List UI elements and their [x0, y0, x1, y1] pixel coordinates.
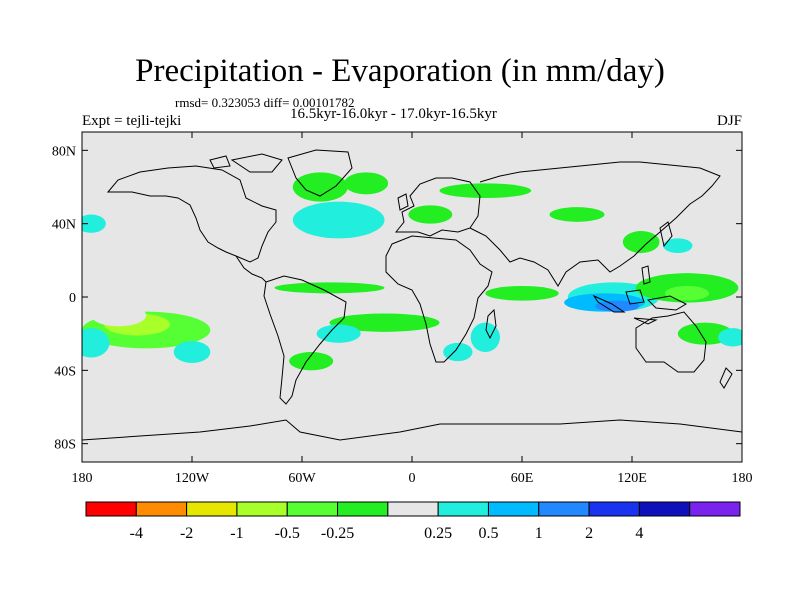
- anomaly-region: [718, 328, 742, 347]
- coastline-madagascar: [485, 308, 497, 340]
- coastline-north-america: [106, 165, 277, 263]
- anomaly-region: [274, 282, 385, 294]
- coastline-greenland: [287, 149, 353, 197]
- coastline-africa: [385, 235, 493, 363]
- colorbar-box: [538, 501, 590, 517]
- colorbar-label: -4: [130, 525, 143, 542]
- colorbar-box: [588, 501, 640, 517]
- colorbar-label: 0.25: [424, 525, 452, 542]
- coastline-antarctica: [82, 419, 742, 441]
- anomaly-region: [82, 214, 106, 233]
- lon-tick-label: 60E: [511, 471, 534, 486]
- anomaly-region: [665, 286, 709, 301]
- colorbar-label: -0.25: [321, 525, 354, 542]
- anomaly-region: [439, 183, 532, 199]
- colorbar-box: [487, 501, 540, 517]
- lat-tick-label: 40S: [54, 364, 76, 379]
- coastline-australia: [635, 311, 707, 373]
- colorbar-box: [437, 501, 489, 517]
- coastline-arctic-islands: [209, 153, 283, 173]
- anomaly-region: [91, 304, 147, 327]
- lat-tick-label: 80N: [52, 144, 76, 159]
- colorbar-box: [337, 501, 389, 517]
- colorbar-box: [689, 501, 741, 517]
- coastline-south-america: [263, 275, 347, 405]
- colorbar-box: [186, 501, 238, 517]
- anomaly-region: [408, 205, 453, 224]
- coastline-new-zealand: [719, 367, 733, 389]
- colorbar-box: [286, 501, 339, 517]
- latitude-ticks: 80N 40N 0 40S 80S: [52, 144, 742, 453]
- coastline-indonesia: [592, 289, 688, 325]
- rmsd-diff-stats: rmsd= 0.323053 diff= 0.00101782: [175, 95, 355, 110]
- colorbar-box: [387, 501, 439, 517]
- colorbar-box: [638, 501, 691, 517]
- coastline-europe: [394, 177, 481, 237]
- anomaly-region: [289, 352, 334, 371]
- lon-tick-label: 180: [72, 471, 93, 486]
- longitude-ticks: 180 120W 60W 0 60E 120E 180: [72, 132, 753, 486]
- plot-title: Precipitation - Evaporation (in mm/day): [135, 53, 665, 89]
- colorbar-label: -0.5: [275, 525, 300, 542]
- period-subtitle: 16.5kyr-16.0kyr - 17.0kyr-16.5kyr: [290, 106, 497, 122]
- lat-tick-label: 0: [69, 291, 76, 306]
- coastline-central-america: [235, 255, 267, 283]
- anomaly-region: [82, 265, 203, 303]
- anomaly-region: [443, 342, 473, 362]
- anomaly-region: [485, 286, 559, 301]
- anomaly-fields: [82, 172, 742, 371]
- colorbar-box: [135, 501, 188, 517]
- colorbar-labels: -4 -2 -1 -0.5 -0.25 0.25 0.5 1 2 4: [130, 525, 644, 542]
- colorbar-label: 4: [635, 525, 643, 542]
- colorbar-box: [236, 501, 288, 517]
- lat-tick-label: 80S: [54, 438, 76, 453]
- coastlines: [82, 149, 742, 441]
- lon-tick-label: 60W: [288, 471, 316, 486]
- colorbar-label: -2: [180, 525, 193, 542]
- colorbar-boxes: [85, 501, 741, 517]
- anomaly-region: [316, 324, 361, 343]
- anomaly-region: [549, 207, 605, 222]
- colorbar-label: -1: [230, 525, 243, 542]
- coastline-britain: [397, 193, 409, 211]
- season-label: DJF: [716, 113, 742, 129]
- anomaly-region: [622, 231, 660, 253]
- anomaly-region: [329, 313, 440, 332]
- lon-tick-label: 120E: [617, 471, 647, 486]
- anomaly-region: [663, 238, 693, 254]
- experiment-label: Expt = tejli-tejki: [82, 113, 182, 129]
- colorbar-label: 1: [535, 525, 543, 542]
- colorbar-label: 0.5: [478, 525, 498, 542]
- coastline-japan: [659, 221, 673, 248]
- anomaly-region: [470, 322, 501, 353]
- colorbar-box: [85, 501, 137, 517]
- colorbar-label: 2: [585, 525, 593, 542]
- anomaly-region: [82, 328, 110, 358]
- coastline-philippines: [641, 265, 651, 285]
- anomaly-region: [292, 201, 385, 239]
- lon-tick-label: 0: [409, 471, 416, 486]
- lat-tick-label: 40N: [52, 218, 76, 233]
- anomaly-region: [344, 172, 389, 195]
- coastline-asia: [469, 161, 721, 287]
- anomaly-region: [173, 341, 211, 363]
- anomaly-region: [292, 172, 348, 202]
- anomaly-region: [595, 300, 640, 312]
- lon-tick-label: 120W: [175, 471, 210, 486]
- lon-tick-label: 180: [732, 471, 753, 486]
